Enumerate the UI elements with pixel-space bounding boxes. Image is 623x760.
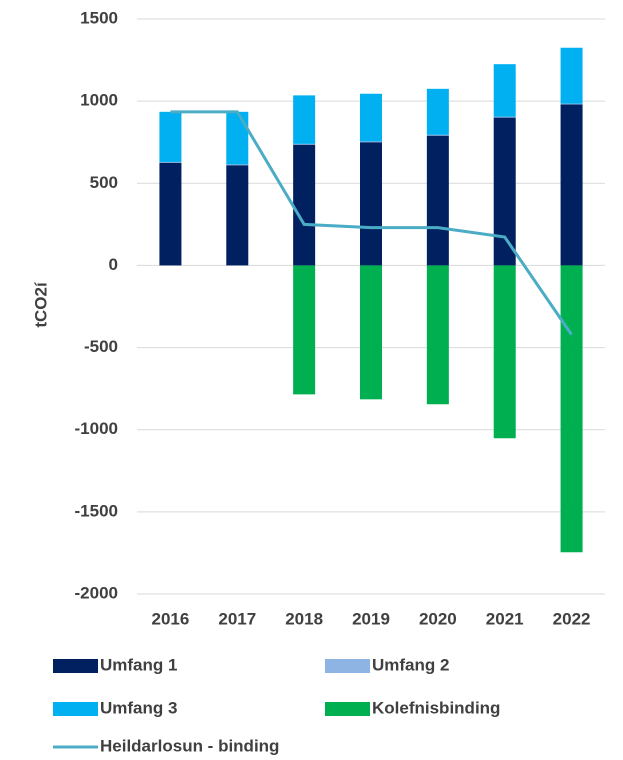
y-tick-label: 1500 xyxy=(80,8,118,27)
x-tick-label: 2021 xyxy=(486,609,524,628)
bar-segment xyxy=(226,164,249,166)
x-tick-label: 2019 xyxy=(352,609,390,628)
bar-segment xyxy=(426,134,449,136)
y-tick-label: -1500 xyxy=(75,501,118,520)
x-tick-label: 2018 xyxy=(285,609,323,628)
bar-segment xyxy=(226,165,249,266)
line-series xyxy=(170,110,573,336)
bar-segment xyxy=(493,116,516,118)
bar-segment xyxy=(159,111,182,162)
legend-label: Umfang 2 xyxy=(372,655,449,674)
x-tick-label: 2022 xyxy=(553,609,591,628)
bar-segment xyxy=(293,143,316,145)
bar-segment xyxy=(560,265,583,553)
bar-segment xyxy=(493,64,516,117)
bar-segment xyxy=(426,265,449,405)
bar-segment xyxy=(426,135,449,266)
y-tick-label: -500 xyxy=(84,337,118,356)
x-tick-label: 2020 xyxy=(419,609,457,628)
bar-segment xyxy=(560,104,583,266)
bar-segment xyxy=(159,162,182,266)
bar-segment xyxy=(226,111,249,165)
bar-segment xyxy=(159,161,182,163)
legend-label: Heildarlosun - binding xyxy=(100,736,279,755)
legend-swatch xyxy=(53,659,98,673)
legend-swatch xyxy=(325,659,370,673)
bar-segment xyxy=(293,144,316,266)
y-axis-label: tCO2í xyxy=(31,281,50,328)
bar-segment xyxy=(560,103,583,105)
y-tick-label: 500 xyxy=(90,173,118,192)
legend-label: Umfang 3 xyxy=(100,698,177,717)
legend-swatch xyxy=(53,702,98,716)
bar-segment xyxy=(293,265,316,395)
y-tick-label: -1000 xyxy=(75,419,118,438)
y-tick-label: 0 xyxy=(109,255,118,274)
legend-label: Umfang 1 xyxy=(100,655,177,674)
bar-segment xyxy=(360,142,382,266)
bar-segment xyxy=(360,265,382,400)
bar-segment xyxy=(360,141,382,143)
legend-swatch xyxy=(325,702,370,716)
y-tick-label: 1000 xyxy=(80,91,118,110)
x-tick-label: 2016 xyxy=(152,609,190,628)
bar-segment xyxy=(293,95,316,144)
x-tick-label: 2017 xyxy=(218,609,256,628)
y-tick-label: -2000 xyxy=(75,583,118,602)
bar-segment xyxy=(493,117,516,266)
bar-segment xyxy=(493,265,516,439)
bar-segment xyxy=(426,88,449,135)
legend-label: Kolefnisbinding xyxy=(372,698,500,717)
bar-segment xyxy=(560,47,583,104)
bar-segment xyxy=(360,93,382,142)
